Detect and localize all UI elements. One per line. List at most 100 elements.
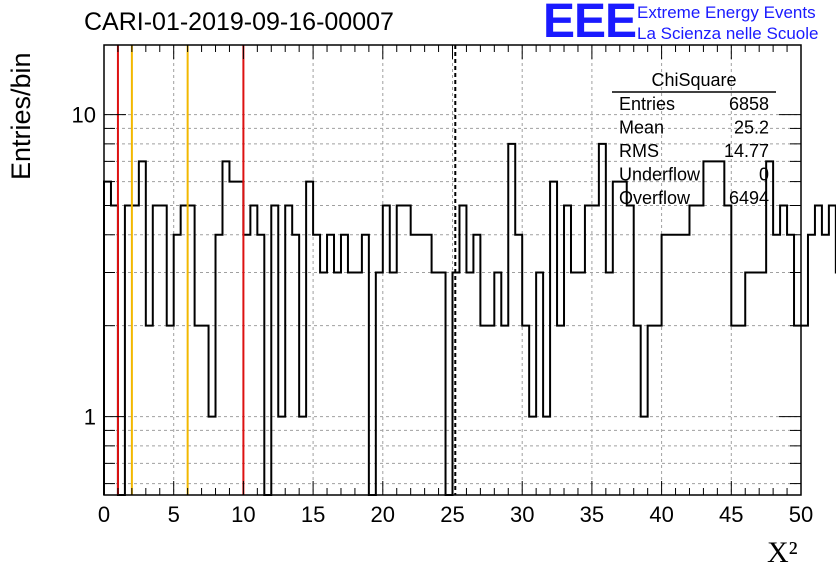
- stats-value: 6858: [729, 94, 769, 114]
- histogram-bin: [683, 235, 690, 495]
- histogram-bin: [710, 161, 717, 495]
- histogram-bin: [209, 417, 216, 495]
- histogram-bin: [557, 326, 564, 495]
- histogram-bin: [292, 235, 299, 495]
- histogram-bin: [473, 235, 480, 495]
- histogram-bin: [278, 417, 285, 495]
- x-tick-label: 5: [168, 502, 180, 527]
- histogram-bin: [717, 161, 724, 495]
- histogram-bin: [669, 235, 676, 495]
- reference-lines-layer: [116, 45, 457, 495]
- histogram-bin: [174, 235, 181, 495]
- x-tick-label: 35: [580, 502, 604, 527]
- histogram-bin: [404, 206, 411, 495]
- histogram-bin: [167, 326, 174, 495]
- histogram-bin: [508, 144, 515, 495]
- histogram-bin: [195, 326, 202, 495]
- histogram-bin: [696, 206, 703, 495]
- y-tick-label: 1: [84, 405, 96, 430]
- stats-label: Mean: [619, 118, 664, 138]
- histogram-bin: [815, 206, 822, 495]
- x-tick-label: 30: [510, 502, 534, 527]
- histogram-bin: [271, 206, 278, 495]
- histogram-bin: [599, 144, 606, 495]
- stats-title: ChiSquare: [651, 70, 736, 90]
- histogram-bin: [592, 206, 599, 495]
- histogram-bin: [822, 235, 829, 495]
- histogram-bin: [397, 206, 404, 495]
- histogram-bin: [745, 273, 752, 495]
- histogram-bin: [620, 182, 627, 495]
- histogram-bin: [689, 206, 696, 495]
- stats-label: RMS: [619, 141, 659, 161]
- x-tick-label: 45: [719, 502, 743, 527]
- histogram-bin: [202, 326, 209, 495]
- histogram-bin: [564, 206, 571, 495]
- histogram-layer: [103, 142, 836, 496]
- histogram-bin: [411, 235, 418, 495]
- histogram-bin: [257, 235, 264, 495]
- histogram-bin: [188, 206, 195, 495]
- histogram-bin: [376, 273, 383, 495]
- histogram-bin: [139, 161, 146, 495]
- histogram-bin: [439, 273, 446, 495]
- histogram-bin: [731, 326, 738, 495]
- histogram-bin: [243, 235, 250, 495]
- x-tick-label: 20: [371, 502, 395, 527]
- histogram-bin: [648, 326, 655, 495]
- histogram-bin: [222, 161, 229, 495]
- histogram-bin: [787, 235, 794, 495]
- histogram-bin: [794, 326, 801, 495]
- histogram-bin: [522, 326, 529, 495]
- histogram-bin: [146, 326, 153, 495]
- histogram-bin: [829, 206, 836, 495]
- histogram-bin: [299, 417, 306, 495]
- histogram-bin: [466, 273, 473, 495]
- histogram-bin: [703, 161, 710, 495]
- histogram-bin: [432, 273, 439, 495]
- x-tick-label: 15: [301, 502, 325, 527]
- x-tick-label: 25: [440, 502, 464, 527]
- histogram-bin: [494, 273, 501, 495]
- stats-value: 25.2: [734, 118, 769, 138]
- histogram-bin: [501, 326, 508, 495]
- histogram-bin: [355, 273, 362, 495]
- histogram-bin: [738, 326, 745, 495]
- histogram-outline: [103, 142, 836, 496]
- histogram-bin: [327, 235, 334, 495]
- histogram-bin: [229, 182, 236, 495]
- histogram-bin: [285, 206, 292, 495]
- histogram-bin: [132, 206, 139, 495]
- histogram-bin: [655, 326, 662, 495]
- stats-box: ChiSquare Entries 6858 Mean 25.2 RMS 14.77 Unde…: [612, 70, 776, 208]
- histogram-bin: [334, 273, 341, 495]
- histogram-bin: [313, 235, 320, 495]
- histogram-bin: [808, 235, 815, 495]
- histogram-bin: [341, 235, 348, 495]
- y-tick-label: 10: [72, 103, 96, 128]
- histogram-bin: [216, 235, 223, 495]
- histogram-bin: [724, 206, 731, 495]
- histogram-bin: [480, 326, 487, 495]
- histogram-bin: [536, 273, 543, 495]
- stats-label: Underflow: [619, 165, 701, 185]
- histogram-bin: [634, 326, 641, 495]
- histogram-bin: [578, 273, 585, 495]
- histogram-bin: [571, 273, 578, 495]
- x-tick-label: 0: [98, 502, 110, 527]
- histogram-bin: [153, 206, 160, 495]
- histogram-bin: [487, 326, 494, 495]
- x-tick-label: 40: [649, 502, 673, 527]
- histogram-bin: [348, 273, 355, 495]
- histogram-bin: [676, 235, 683, 495]
- histogram-bin: [662, 235, 669, 495]
- stats-value: 0: [759, 165, 769, 185]
- histogram-bin: [362, 235, 369, 495]
- histogram-bin: [766, 161, 773, 495]
- stats-label: Entries: [619, 94, 675, 114]
- histogram-bin: [752, 273, 759, 495]
- histogram-bin: [641, 417, 648, 495]
- histogram-bin: [181, 206, 188, 495]
- histogram-bin: [160, 206, 167, 495]
